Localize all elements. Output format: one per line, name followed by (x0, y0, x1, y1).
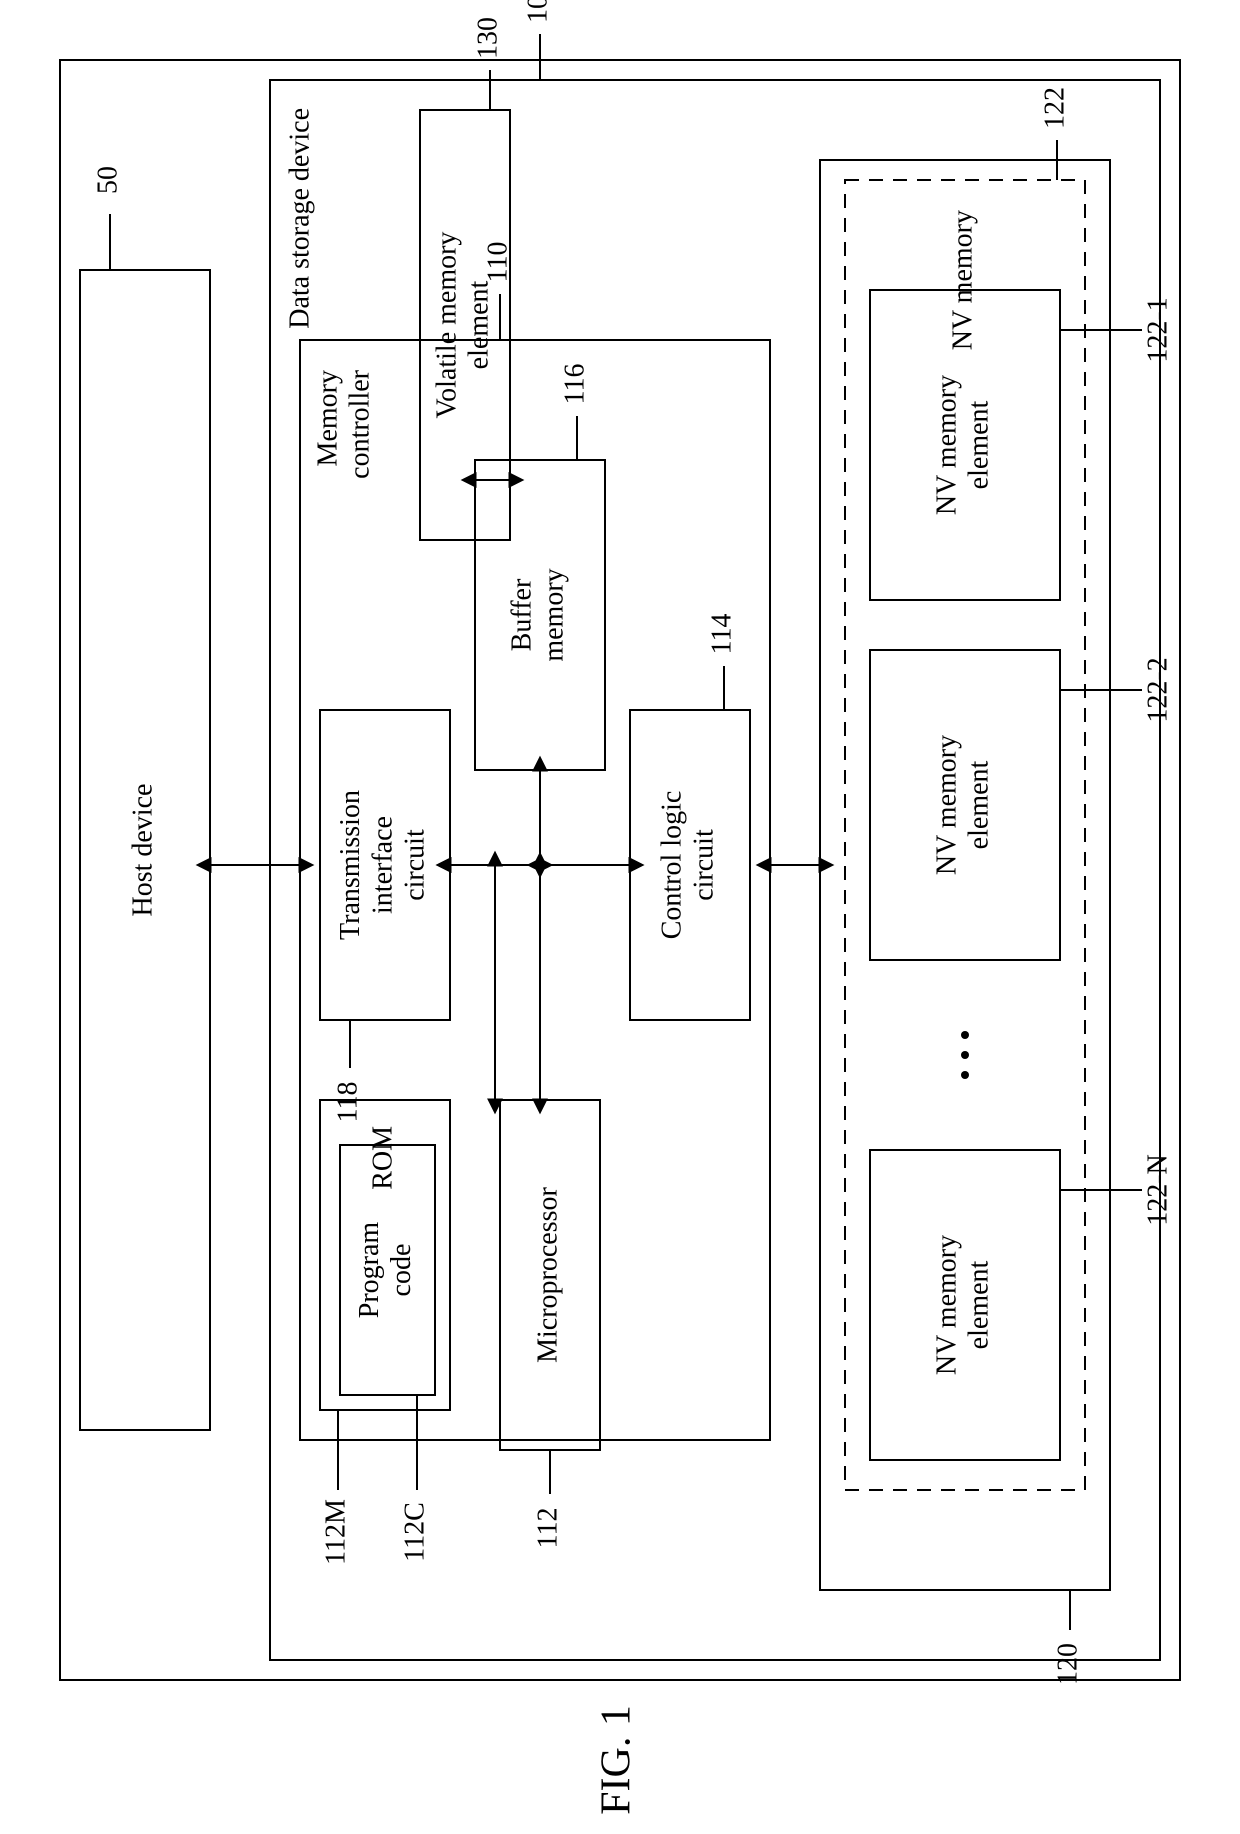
ref-50: 50 (92, 166, 123, 194)
rom-label: ROM (367, 1126, 398, 1190)
tx-interface-label: circuit (400, 829, 431, 901)
tx-interface-label: interface (367, 816, 398, 914)
program-code-label: Program (354, 1222, 385, 1319)
ref-112: 112 (532, 1508, 563, 1549)
nv-element-label: NV memory (931, 375, 962, 515)
ref-114: 114 (706, 614, 737, 655)
volatile-memory-label: element (464, 280, 495, 369)
buffer-memory-label: Buffer (506, 578, 537, 651)
ellipsis-dot (961, 1031, 969, 1039)
nv-element-label: NV memory (931, 735, 962, 875)
ref-112C: 112C (399, 1502, 430, 1562)
buffer-memory-label: memory (539, 568, 570, 661)
ref-130: 130 (472, 17, 503, 59)
nv-group-box (820, 160, 1110, 1590)
memory-controller-label: Memory (312, 370, 343, 466)
ellipsis-dot (961, 1071, 969, 1079)
control-logic-label: circuit (689, 829, 720, 901)
ref-122-N: 122-N (1142, 1154, 1173, 1226)
memory-controller-label: controller (345, 369, 376, 479)
ellipsis-dot (961, 1051, 969, 1059)
ref-118: 118 (332, 1082, 363, 1123)
program-code-label: code (386, 1244, 417, 1297)
figure-caption: FIG. 1 (594, 1705, 640, 1815)
nv-element-label: element (964, 760, 995, 849)
nv-element-label: element (964, 1260, 995, 1349)
ref-122: 122 (1039, 87, 1070, 129)
volatile-memory-label: Volatile memory (431, 232, 462, 419)
tx-interface-label: Transmission (335, 790, 366, 940)
ref-122-2: 122-2 (1142, 657, 1173, 722)
host-device-label: Host device (127, 784, 158, 917)
nv-element-label: NV memory (931, 1235, 962, 1375)
ref-100: 100 (522, 0, 553, 23)
nv-element-label: element (964, 400, 995, 489)
ref-122-1: 122-1 (1142, 297, 1173, 362)
ref-110: 110 (482, 242, 513, 283)
microprocessor-label: Microprocessor (532, 1186, 563, 1362)
outer-frame (60, 60, 1180, 1680)
data-storage-device-label: Data storage device (284, 108, 315, 329)
ref-120: 120 (1052, 1643, 1083, 1685)
control-logic-label: Control logic (656, 791, 687, 940)
ref-112M: 112M (320, 1499, 351, 1565)
ref-116: 116 (559, 364, 590, 405)
nv-memory-label: NV memory (947, 210, 978, 350)
